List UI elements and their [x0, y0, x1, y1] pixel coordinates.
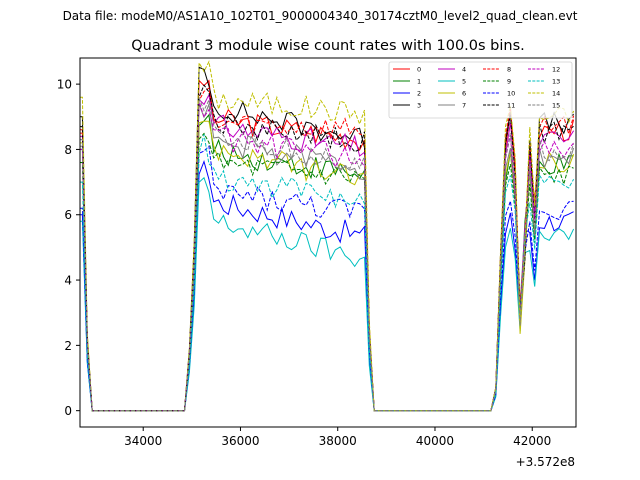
- series-line-3: [80, 66, 574, 412]
- y-axis: 0 2 4 6 8 10: [57, 78, 80, 418]
- x-axis: 34000 36000 38000 40000 42000: [124, 427, 551, 448]
- x-tick-label: 40000: [416, 434, 454, 448]
- series-line-7: [80, 102, 575, 412]
- legend-label: 2: [417, 90, 421, 98]
- x-tick-label: 42000: [513, 434, 551, 448]
- legend-label: 7: [462, 102, 466, 110]
- legend-label: 4: [462, 66, 466, 74]
- x-tick-label: 38000: [319, 434, 357, 448]
- plot-area: [79, 57, 577, 428]
- x-tick-label: 34000: [124, 434, 162, 448]
- y-tick-label: 10: [57, 78, 72, 92]
- legend-label: 10: [507, 90, 515, 98]
- legend-label: 14: [552, 90, 560, 98]
- legend-label: 1: [417, 78, 421, 86]
- legend-label: 6: [462, 90, 466, 98]
- axes-frame: [79, 57, 577, 428]
- series-line-15: [80, 98, 575, 412]
- legend-label: 13: [552, 78, 560, 86]
- y-tick-label: 0: [64, 404, 72, 418]
- legend-label: 12: [552, 66, 560, 74]
- legend-frame: [388, 61, 573, 119]
- legend-label: 8: [507, 66, 511, 74]
- legend-label: 15: [552, 102, 560, 110]
- y-tick-label: 2: [64, 339, 72, 353]
- legend-label: 0: [417, 66, 421, 74]
- y-tick-label: 6: [64, 208, 72, 222]
- chart-title: Quadrant 3 module wise count rates with …: [131, 38, 525, 54]
- series-line-12: [80, 101, 574, 412]
- series-group: [80, 60, 575, 412]
- legend-label: 3: [417, 102, 421, 110]
- x-tick-label: 36000: [221, 434, 259, 448]
- legend-label: 11: [507, 102, 515, 110]
- series-line-6: [80, 120, 575, 412]
- legend-label: 5: [462, 78, 466, 86]
- x-offset-label: +3.572e8: [516, 455, 575, 469]
- legend-label: 9: [507, 78, 511, 86]
- series-line-4: [80, 93, 575, 412]
- y-tick-label: 8: [64, 143, 72, 157]
- y-tick-label: 4: [64, 274, 72, 288]
- suptitle: Data file: modeM0/AS1A10_102T01_90000043…: [63, 9, 578, 23]
